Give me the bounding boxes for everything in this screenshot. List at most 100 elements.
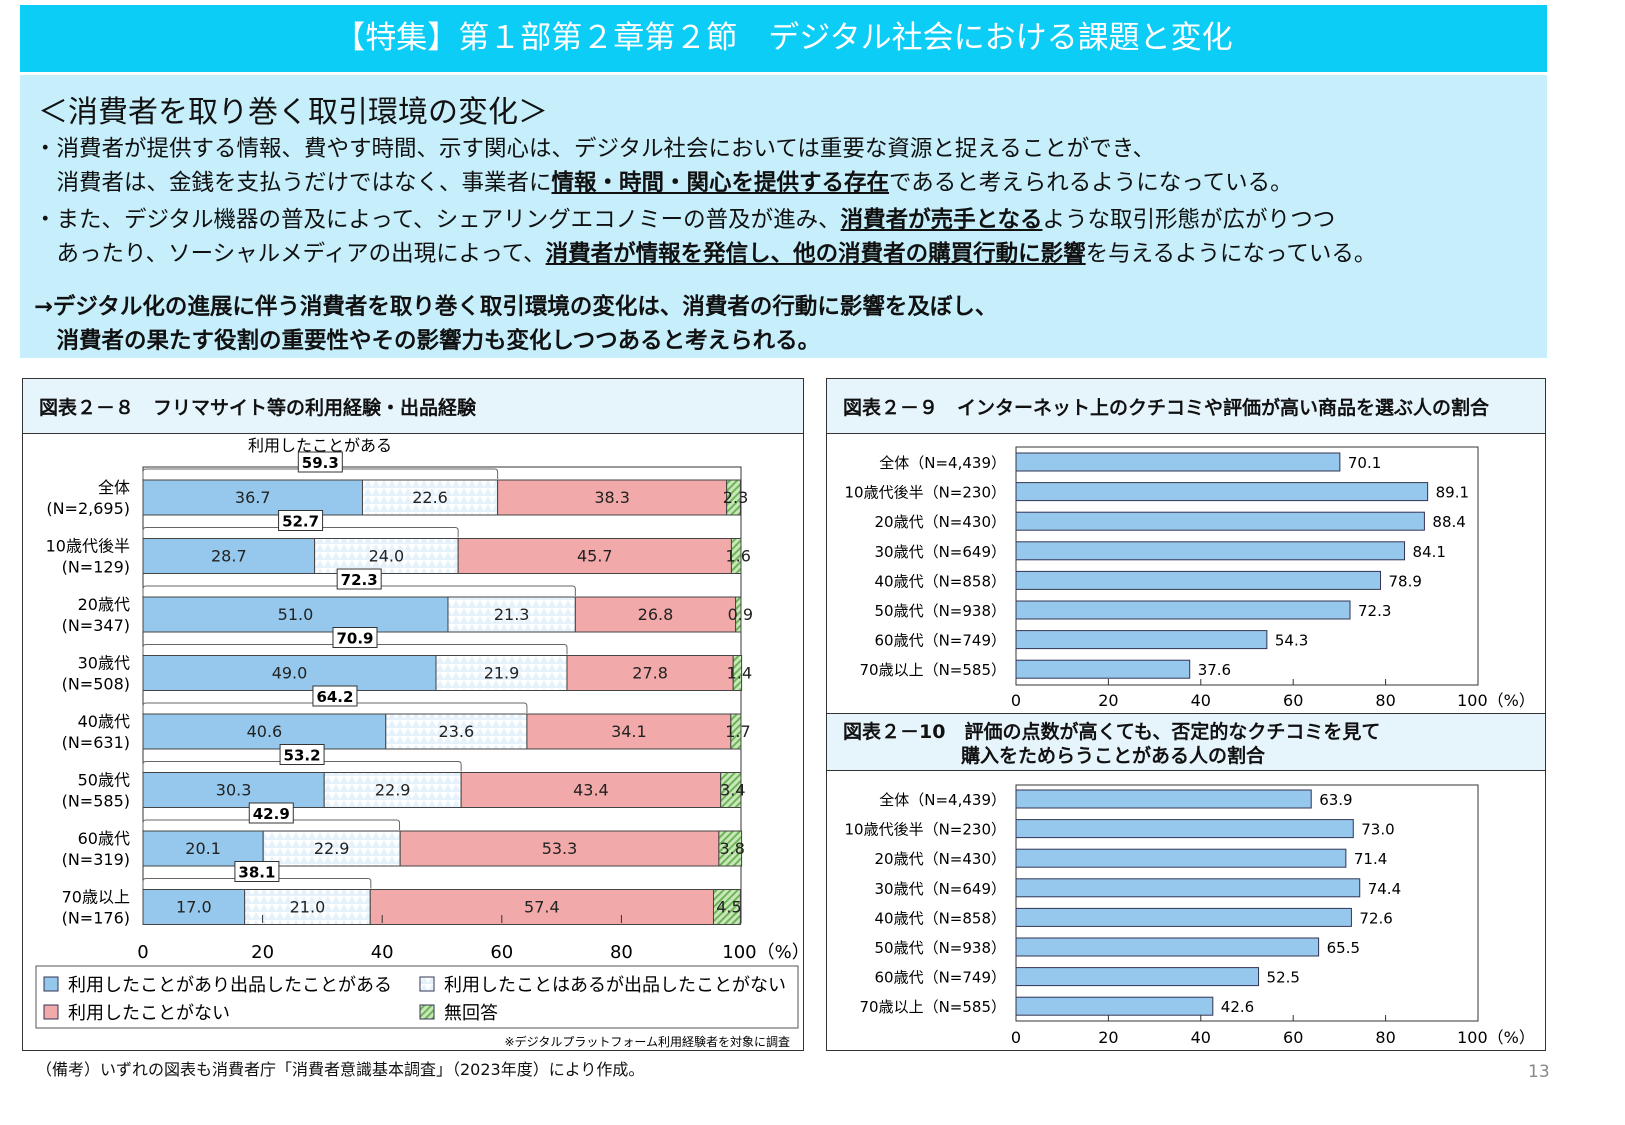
emphasis: 消費者が売手となる — [840, 207, 1043, 233]
bar-segment — [399, 830, 720, 867]
bar — [1015, 482, 1429, 502]
bar-segment — [142, 538, 316, 574]
category-label: 50歳代（N=938） — [874, 939, 1006, 957]
page-number: 13 — [1528, 1062, 1550, 1082]
bar-segment — [314, 538, 459, 574]
data-label: 30.3 — [216, 781, 252, 800]
data-label: 22.9 — [314, 839, 350, 858]
category-n: (N=347) — [62, 616, 130, 635]
category-label: 10歳代後半（N=230） — [844, 484, 1006, 502]
bar-segment — [447, 596, 576, 633]
x-tick-label: 20 — [1098, 1028, 1118, 1047]
category-n: (N=2,695) — [46, 499, 130, 518]
category-n: (N=319) — [62, 850, 130, 869]
bar-segment — [566, 655, 734, 691]
data-label: 2.3 — [723, 488, 748, 507]
bar — [1015, 819, 1354, 839]
category-label: 30歳代（N=649） — [874, 880, 1006, 898]
x-tick-label: 0 — [137, 942, 148, 963]
category-n: (N=585) — [62, 792, 130, 811]
data-label: 53.3 — [542, 839, 578, 858]
bar-segment — [369, 889, 714, 925]
bar — [1015, 907, 1352, 927]
total-label: 53.2 — [284, 747, 321, 765]
bar-segment — [142, 596, 449, 633]
intro-panel: ＜消費者を取り巻く取引環境の変化＞ ・消費者が提供する情報、費やす時間、示す関心… — [20, 75, 1547, 358]
category-label: 50歳代 — [78, 771, 130, 790]
bar — [1015, 570, 1382, 590]
category-label: 10歳代後半 — [46, 537, 130, 556]
total-box — [336, 568, 382, 590]
data-label: 17.0 — [176, 898, 212, 917]
legend-box — [35, 965, 799, 1029]
legend-label: 利用したことがない — [68, 1003, 230, 1024]
data-label: 71.4 — [1354, 850, 1387, 868]
legend-swatch — [419, 976, 435, 992]
category-n: (N=176) — [62, 909, 130, 928]
bar-segment — [718, 830, 743, 867]
bar-segment — [526, 713, 732, 750]
slide-title: 【特集】第１部第２章第２節 デジタル社会における課題と変化 — [20, 5, 1547, 72]
chart-title: 図表２－９ インターネット上のクチコミや評価が高い商品を選ぶ人の割合 — [827, 379, 1545, 434]
total-label: 42.9 — [253, 805, 290, 823]
category-label: 70歳以上（N=585） — [859, 998, 1006, 1016]
data-label: 1.6 — [725, 547, 750, 566]
bar — [1015, 996, 1214, 1016]
bar-segment — [142, 713, 387, 750]
data-label: 72.6 — [1359, 909, 1392, 927]
bar-segment — [142, 889, 246, 925]
category-label: 40歳代（N=858） — [874, 572, 1006, 590]
data-label: 57.4 — [524, 898, 560, 917]
data-label: 73.0 — [1361, 821, 1394, 839]
data-label: 22.6 — [412, 488, 448, 507]
data-label: 26.8 — [638, 605, 674, 624]
bar-segment — [726, 479, 741, 516]
category-label: 50歳代（N=938） — [874, 602, 1006, 620]
total-label: 59.3 — [302, 454, 339, 472]
data-label: 22.9 — [375, 781, 411, 800]
category-label: 全体（N=4,439） — [879, 454, 1006, 472]
intro-p1a: ・消費者が提供する情報、費やす時間、示す関心は、デジタル社会においては重要な資源… — [34, 136, 1156, 162]
data-label: 63.9 — [1319, 791, 1352, 809]
x-tick-label: 80 — [1375, 1028, 1395, 1047]
bar — [1015, 848, 1347, 868]
legend-label: 利用したことがあり出品したことがある — [68, 975, 392, 996]
bar — [1015, 511, 1425, 531]
data-label: 38.3 — [594, 488, 630, 507]
category-n: (N=631) — [62, 733, 130, 752]
footnote: （備考）いずれの図表も消費者庁「消費者意識基本調査」（2023年度）により作成。 — [36, 1060, 645, 1079]
x-tick-label: 40 — [371, 942, 394, 963]
data-label: 28.7 — [211, 547, 247, 566]
chart-title: 図表２－10 評価の点数が高くても、否定的なクチコミを見て 購入をためらうことが… — [827, 714, 1545, 771]
category-label: 30歳代（N=649） — [874, 543, 1006, 561]
title-line-2: 購入をためらうことがある人の割合 — [961, 745, 1266, 767]
bar — [1015, 630, 1268, 650]
legend-label: 利用したことはあるが出品したことがない — [444, 975, 786, 996]
bar-segment — [435, 655, 568, 691]
emphasis: 情報・時間・関心を提供する存在 — [551, 170, 890, 196]
plot-frame — [1015, 784, 1479, 1022]
data-label: 21.9 — [484, 664, 520, 683]
x-tick-label: 100（%） — [1457, 1028, 1535, 1047]
total-box — [297, 451, 343, 473]
category-label: 60歳代（N=749） — [874, 632, 1006, 650]
bar — [1015, 600, 1351, 620]
data-label: 24.0 — [369, 547, 405, 566]
data-label: 3.8 — [720, 839, 745, 858]
bar-segment — [730, 713, 742, 750]
x-tick-label: 0 — [1011, 691, 1021, 710]
legend-swatch — [43, 976, 59, 992]
intro-heading: ＜消費者を取り巻く取引環境の変化＞ — [38, 95, 548, 130]
x-tick-label: 60 — [1283, 691, 1303, 710]
category-label: 60歳代（N=749） — [874, 969, 1006, 987]
data-label: 70.1 — [1348, 454, 1381, 472]
data-label: 37.6 — [1198, 661, 1231, 679]
total-box — [279, 744, 325, 765]
bracket-label: 利用したことがある — [248, 436, 392, 455]
intro-p2a: ・また、デジタル機器の普及によって、シェアリングエコノミーの普及が進み、消費者が… — [34, 202, 1335, 234]
bar-segment — [497, 479, 728, 516]
bar-segment — [142, 772, 325, 808]
x-tick-label: 80 — [1375, 691, 1395, 710]
category-label: 10歳代後半（N=230） — [844, 821, 1006, 839]
